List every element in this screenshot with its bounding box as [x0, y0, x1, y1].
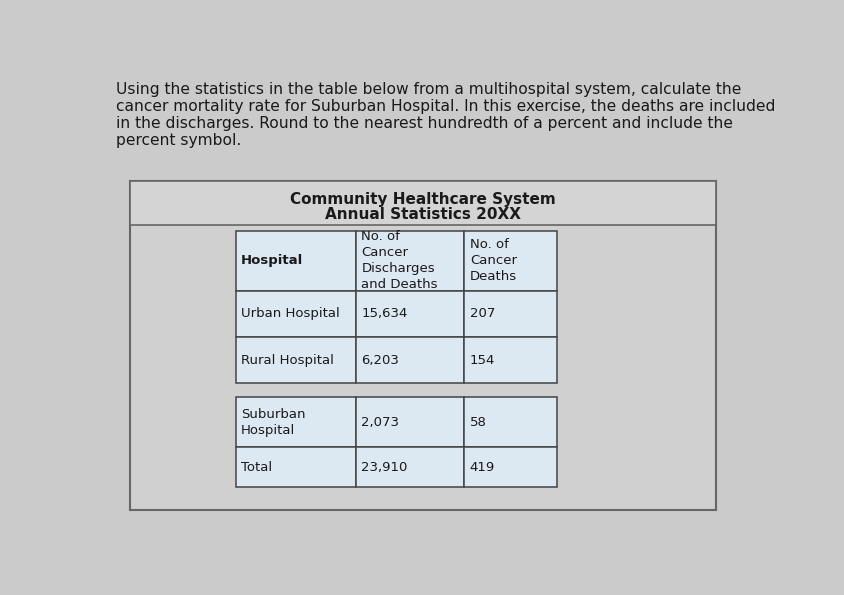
Bar — [235, 447, 355, 487]
Text: Community Healthcare System: Community Healthcare System — [289, 192, 555, 206]
Text: 58: 58 — [469, 416, 486, 428]
Text: Rural Hospital: Rural Hospital — [241, 353, 333, 367]
Text: Hospital: Hospital — [241, 254, 303, 267]
Bar — [464, 291, 557, 337]
Text: 419: 419 — [469, 461, 495, 474]
Text: Total: Total — [241, 461, 272, 474]
Bar — [464, 231, 557, 291]
Bar — [464, 397, 557, 447]
Bar — [355, 291, 464, 337]
Text: percent symbol.: percent symbol. — [116, 133, 241, 148]
Bar — [355, 337, 464, 383]
Text: cancer mortality rate for Suburban Hospital. In this exercise, the deaths are in: cancer mortality rate for Suburban Hospi… — [116, 99, 775, 114]
Bar — [355, 231, 464, 291]
Text: Urban Hospital: Urban Hospital — [241, 308, 339, 321]
Text: 15,634: 15,634 — [361, 308, 408, 321]
Text: in the discharges. Round to the nearest hundredth of a percent and include the: in the discharges. Round to the nearest … — [116, 116, 733, 131]
Bar — [235, 291, 355, 337]
Bar — [235, 397, 355, 447]
Text: 2,073: 2,073 — [361, 416, 399, 428]
Text: Annual Statistics 20XX: Annual Statistics 20XX — [325, 207, 521, 222]
Text: 207: 207 — [469, 308, 495, 321]
Text: No. of
Cancer
Discharges
and Deaths: No. of Cancer Discharges and Deaths — [361, 230, 437, 292]
Bar — [464, 447, 557, 487]
Text: No. of
Cancer
Deaths: No. of Cancer Deaths — [469, 239, 517, 283]
Bar — [235, 231, 355, 291]
Text: 23,910: 23,910 — [361, 461, 408, 474]
Bar — [355, 447, 464, 487]
Bar — [355, 397, 464, 447]
Bar — [130, 181, 715, 511]
Bar — [235, 337, 355, 383]
Bar — [464, 337, 557, 383]
Text: Suburban
Hospital: Suburban Hospital — [241, 408, 306, 437]
Text: 6,203: 6,203 — [361, 353, 398, 367]
Text: Using the statistics in the table below from a multihospital system, calculate t: Using the statistics in the table below … — [116, 82, 741, 97]
Bar — [130, 181, 715, 226]
Text: 154: 154 — [469, 353, 495, 367]
